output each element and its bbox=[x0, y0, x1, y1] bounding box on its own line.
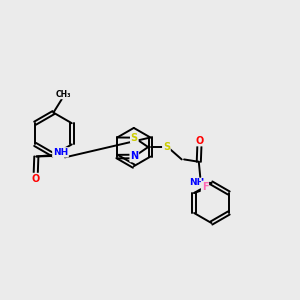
Text: NH: NH bbox=[53, 148, 68, 157]
Text: CH₃: CH₃ bbox=[56, 90, 71, 99]
Text: N: N bbox=[130, 152, 138, 161]
Text: S: S bbox=[131, 133, 138, 142]
Text: O: O bbox=[32, 174, 40, 184]
Text: F: F bbox=[202, 182, 208, 191]
Text: NH: NH bbox=[189, 178, 204, 188]
Text: S: S bbox=[163, 142, 170, 152]
Text: O: O bbox=[196, 136, 204, 146]
